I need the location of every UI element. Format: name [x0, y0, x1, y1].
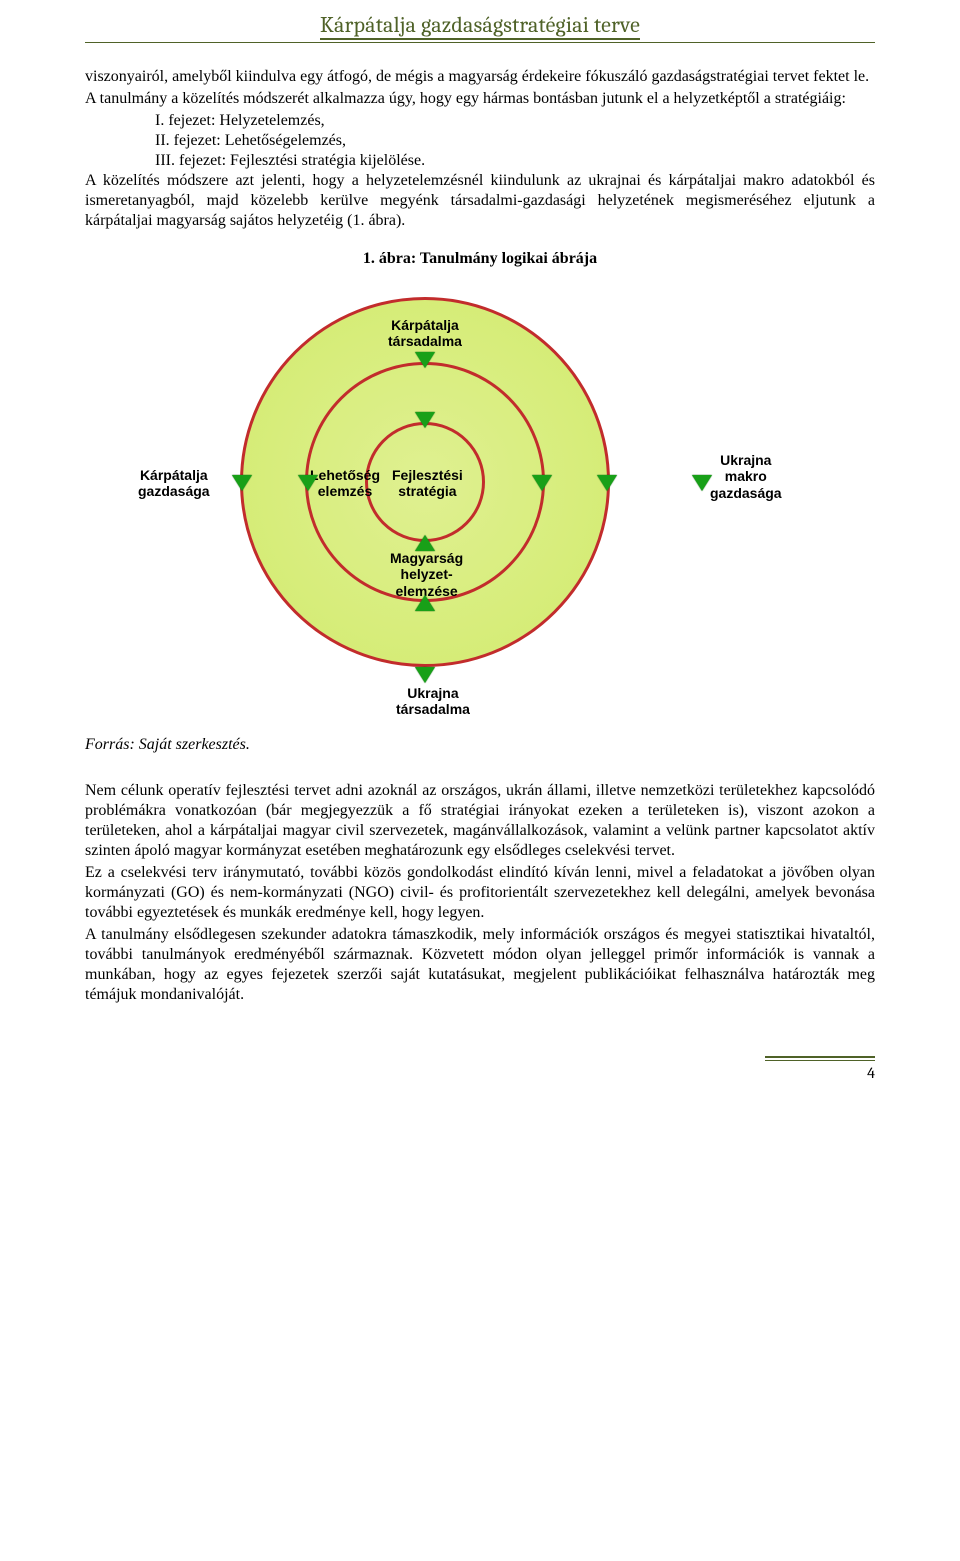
page-number: 4: [867, 1063, 875, 1083]
diagram-label-bottom_mid: Magyarsághelyzet-elemzése: [390, 550, 463, 600]
arrow-icon: [415, 535, 435, 551]
arrow-icon: [597, 475, 617, 491]
paragraph-3: A közelítés módszere azt jelenti, hogy a…: [85, 171, 875, 231]
page-footer: 4: [85, 1053, 875, 1083]
paragraph-1: viszonyairól, amelyből kiindulva egy átf…: [85, 67, 875, 87]
figure-source: Forrás: Saját szerkesztés.: [85, 735, 875, 755]
paragraph-2: A tanulmány a közelítés módszerét alkalm…: [85, 89, 875, 109]
figure-caption: 1. ábra: Tanulmány logikai ábrája: [85, 249, 875, 269]
paragraph-6: A tanulmány elsődlegesen szekunder adato…: [85, 925, 875, 1005]
paragraph-4: Nem célunk operatív fejlesztési tervet a…: [85, 781, 875, 861]
list-item: II. fejezet: Lehetőségelemzés,: [155, 131, 875, 151]
arrow-icon: [532, 475, 552, 491]
arrow-icon: [415, 352, 435, 368]
page-header-title: Kárpátalja gazdaságstratégiai terve: [85, 0, 875, 42]
list-item: III. fejezet: Fejlesztési stratégia kije…: [155, 151, 875, 171]
diagram-container: Kárpátaljatársadalma Kárpátaljagazdasága L…: [85, 277, 875, 717]
arrow-icon: [415, 412, 435, 428]
arrow-icon: [415, 595, 435, 611]
arrow-icon: [232, 475, 252, 491]
chapter-list: I. fejezet: Helyzetelemzés, II. fejezet:…: [155, 111, 875, 171]
header-underline: [85, 42, 875, 43]
diagram-label-right_out: Ukrajnamakrogazdasága: [710, 452, 782, 502]
arrow-icon: [298, 475, 318, 491]
footer-rule-bottom: [765, 1060, 875, 1061]
footer-rule-top: [765, 1056, 875, 1058]
diagram-label-left_out: Kárpátaljagazdasága: [138, 467, 210, 501]
diagram-label-left_mid: Lehetőségelemzés: [310, 467, 380, 501]
diagram-label-center: Fejlesztésistratégia: [392, 467, 463, 501]
diagram-label-top: Kárpátaljatársadalma: [388, 317, 462, 351]
footer-rule: [765, 1056, 875, 1061]
list-item: I. fejezet: Helyzetelemzés,: [155, 111, 875, 131]
paragraph-5: Ez a cselekvési terv iránymutató, tovább…: [85, 863, 875, 923]
diagram-label-bottom_out: Ukrajnatársadalma: [396, 685, 470, 719]
arrow-icon: [415, 667, 435, 683]
arrow-icon: [692, 475, 712, 491]
concentric-diagram: Kárpátaljatársadalma Kárpátaljagazdasága L…: [140, 277, 820, 717]
